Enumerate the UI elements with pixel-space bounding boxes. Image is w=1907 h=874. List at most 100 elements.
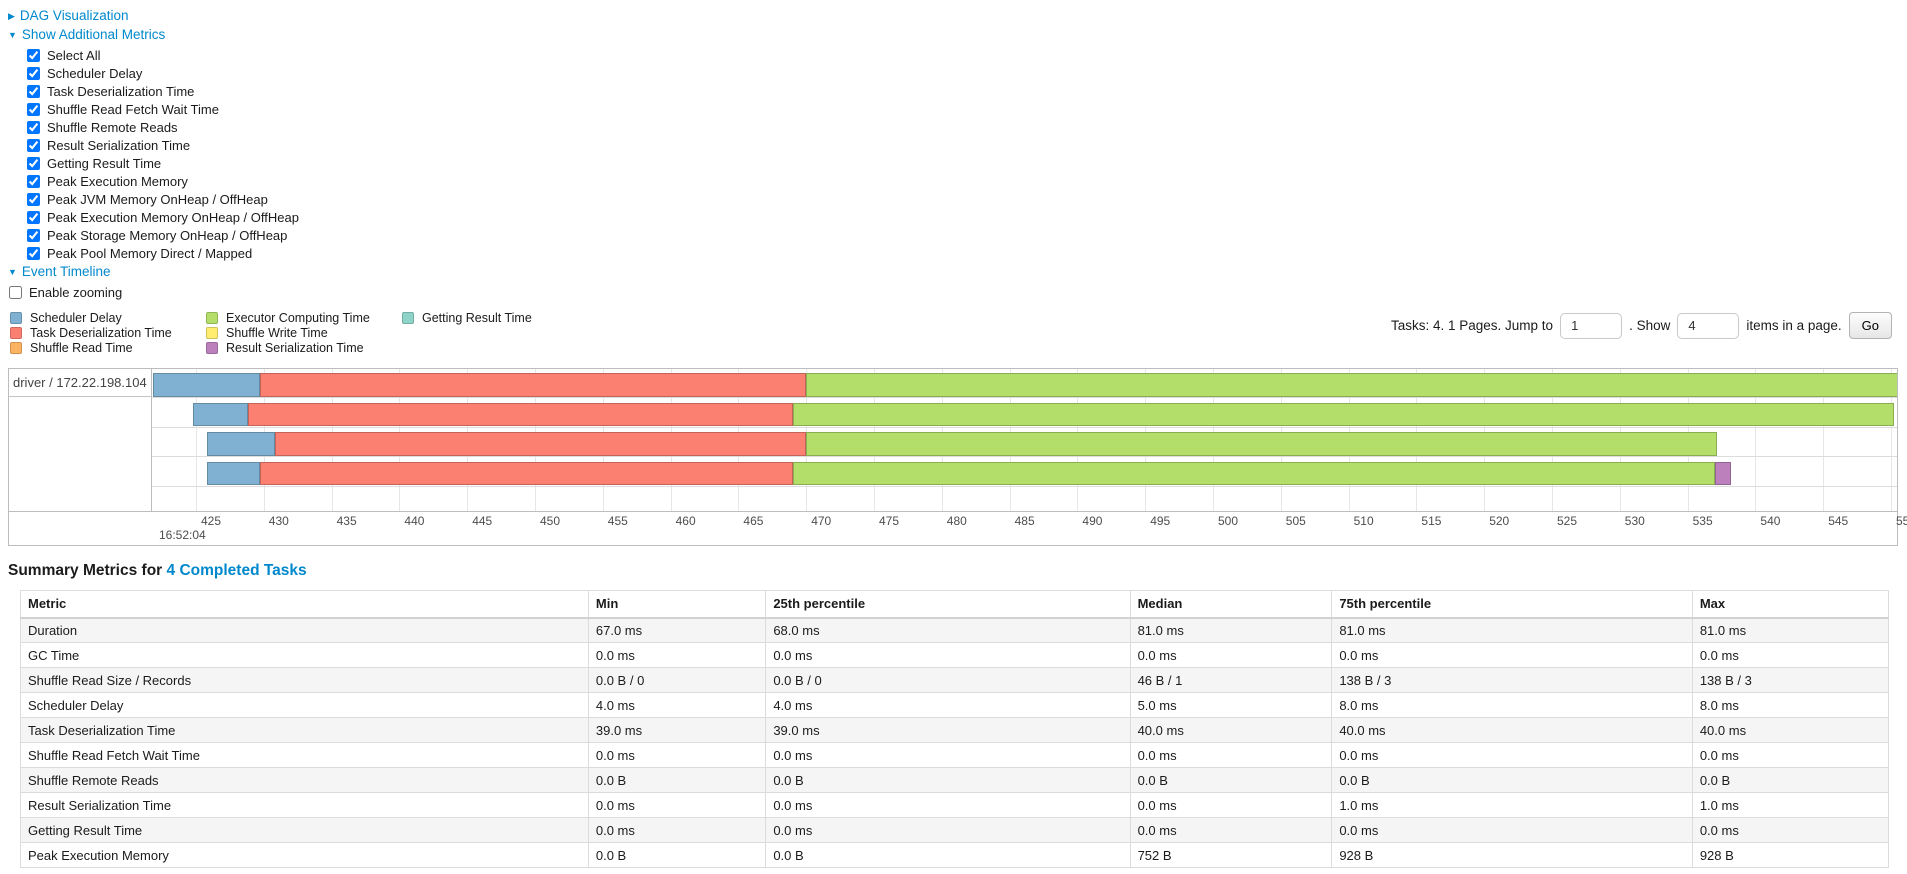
metric-checkbox-peak-execution-memory[interactable]	[27, 174, 40, 188]
metric-checkbox-row-peak-execution-memory[interactable]: Peak Execution Memory	[27, 172, 1887, 190]
timeline-bar-segment-task-deserialization-time[interactable]	[259, 373, 807, 397]
column-header-75th-percentile: 75th percentile	[1331, 590, 1693, 619]
metric-checkbox-peak-pool-memory-direct-mapped[interactable]	[27, 246, 40, 260]
metric-checkbox-row-getting-result-time[interactable]: Getting Result Time	[27, 154, 1887, 172]
legend-item-result-serialization-time: Result Serialization Time	[206, 341, 402, 356]
metric-checkbox-row-select-all[interactable]: Select All	[27, 46, 1887, 64]
metric-checkbox-row-peak-jvm-memory-onheap-offheap[interactable]: Peak JVM Memory OnHeap / OffHeap	[27, 190, 1887, 208]
metric-checkbox-select-all[interactable]	[27, 48, 40, 62]
enable-zooming-row[interactable]: Enable zooming	[9, 283, 1887, 301]
event-timeline-toggle[interactable]: ▼ Event Timeline	[8, 264, 1887, 281]
axis-tick-label: 510	[1353, 514, 1374, 528]
timeline-bar-segment-task-deserialization-time[interactable]	[259, 461, 793, 486]
show-additional-metrics-toggle[interactable]: ▼ Show Additional Metrics	[8, 27, 1887, 44]
metric-checkbox-row-shuffle-read-fetch-wait-time[interactable]: Shuffle Read Fetch Wait Time	[27, 100, 1887, 118]
metric-value-cell: 81.0 ms	[1691, 617, 1890, 643]
summary-title-prefix: Summary Metrics for	[8, 562, 163, 579]
metric-checkbox-peak-execution-memory-onheap-offheap[interactable]	[27, 210, 40, 224]
legend-swatch-shuffle-read-time	[10, 342, 22, 355]
metric-value-cell: 8.0 ms	[1691, 692, 1890, 718]
timeline-bar-segment-scheduler-delay[interactable]	[206, 432, 275, 456]
timeline-bar-segment-executor-computing-time[interactable]	[806, 373, 1897, 397]
timeline-legend-and-pagination: Scheduler Delay Task Deserialization Time…	[8, 310, 1892, 360]
metric-name-cell: Shuffle Read Size / Records	[20, 667, 589, 693]
metric-checkbox-peak-jvm-memory-onheap-offheap[interactable]	[27, 192, 40, 206]
axis-tick-label: 530	[1624, 514, 1645, 528]
timeline-bar-segment-result-serialization-time[interactable]	[1714, 461, 1731, 486]
metric-value-cell: 40.0 ms	[1331, 717, 1693, 743]
page-size-input[interactable]	[1677, 312, 1740, 339]
metric-checkbox-result-serialization-time[interactable]	[27, 138, 40, 152]
table-row-task-deserialization-time: Task Deserialization Time 39.0 ms 39.0 ms 4…	[20, 717, 1890, 743]
metric-value-cell: 0.0 ms	[1691, 817, 1890, 843]
timeline-row-divider	[152, 456, 1897, 458]
timeline-bar-segment-scheduler-delay[interactable]	[206, 461, 260, 486]
metric-checkbox-peak-storage-memory-onheap-offheap[interactable]	[27, 228, 40, 242]
enable-zooming-checkbox[interactable]	[9, 285, 22, 299]
timeline-row-divider	[152, 397, 1897, 398]
metric-name-cell: Task Deserialization Time	[20, 717, 589, 743]
metric-value-cell: 0.0 ms	[587, 642, 767, 668]
axis-tick-label: 520	[1489, 514, 1510, 528]
metric-value-cell: 0.0 ms	[1129, 817, 1333, 843]
metric-checkbox-row-peak-execution-memory-onheap-offheap[interactable]: Peak Execution Memory OnHeap / OffHeap	[27, 208, 1887, 226]
metric-value-cell: 8.0 ms	[1331, 692, 1693, 718]
table-row-result-serialization-time: Result Serialization Time 0.0 ms 0.0 ms 0.0…	[20, 792, 1890, 818]
legend-swatch-task-deserialization-time	[10, 327, 22, 340]
axis-tick-label: 425	[201, 514, 222, 528]
metric-checkbox-row-result-serialization-time[interactable]: Result Serialization Time	[27, 136, 1887, 154]
metric-checkbox-label: Scheduler Delay	[47, 65, 143, 81]
metric-checkbox-task-deserialization-time[interactable]	[27, 84, 40, 98]
metric-value-cell: 0.0 ms	[765, 642, 1131, 668]
metric-checkbox-label: Task Deserialization Time	[47, 83, 195, 99]
timeline-bar-segment-scheduler-delay[interactable]	[152, 373, 260, 397]
metric-value-cell: 0.0 B	[587, 767, 767, 793]
metric-value-cell: 0.0 ms	[1129, 792, 1333, 818]
table-row-peak-execution-memory: Peak Execution Memory 0.0 B 0.0 B 752 B 928 …	[20, 842, 1890, 868]
axis-tick-label: 475	[879, 514, 900, 528]
metric-checkbox-row-scheduler-delay[interactable]: Scheduler Delay	[27, 64, 1887, 82]
metric-name-cell: Shuffle Remote Reads	[20, 767, 589, 793]
axis-tick-label: 545	[1828, 514, 1849, 528]
timeline-bar-segment-scheduler-delay[interactable]	[193, 402, 248, 427]
timeline-bar-segment-executor-computing-time[interactable]	[792, 461, 1715, 486]
metric-value-cell: 0.0 B	[1691, 767, 1890, 793]
metric-checkbox-row-peak-storage-memory-onheap-offheap[interactable]: Peak Storage Memory OnHeap / OffHeap	[27, 226, 1887, 244]
metric-name-cell: Result Serialization Time	[20, 792, 589, 818]
table-row-gc-time: GC Time 0.0 ms 0.0 ms 0.0 ms 0.0 ms 0.0 ms	[20, 642, 1890, 668]
jump-to-page-input[interactable]	[1560, 312, 1623, 339]
chevron-down-icon: ▼	[8, 30, 17, 40]
metric-value-cell: 0.0 ms	[765, 817, 1131, 843]
metric-value-cell: 4.0 ms	[765, 692, 1131, 718]
table-row-duration: Duration 67.0 ms 68.0 ms 81.0 ms 81.0 ms 81.0…	[20, 617, 1890, 643]
axis-tick-label: 525	[1557, 514, 1578, 528]
dag-visualization-toggle[interactable]: ▶ DAG Visualization	[8, 8, 1887, 25]
timeline-bar-segment-task-deserialization-time[interactable]	[247, 402, 793, 427]
metric-checkbox-shuffle-read-fetch-wait-time[interactable]	[27, 102, 40, 116]
metric-checkbox-scheduler-delay[interactable]	[27, 66, 40, 80]
metric-checkbox-row-shuffle-remote-reads[interactable]: Shuffle Remote Reads	[27, 118, 1887, 136]
legend-swatch-shuffle-write-time	[206, 327, 218, 340]
metric-value-cell: 81.0 ms	[1331, 617, 1693, 643]
timeline-bar-segment-task-deserialization-time[interactable]	[274, 432, 807, 456]
metric-checkbox-label: Getting Result Time	[47, 155, 162, 171]
metric-checkbox-shuffle-remote-reads[interactable]	[27, 120, 40, 134]
axis-tick-label: 465	[743, 514, 764, 528]
metric-name-cell: Scheduler Delay	[20, 692, 589, 718]
metric-value-cell: 0.0 B / 0	[765, 667, 1131, 693]
timeline-bar-segment-executor-computing-time[interactable]	[792, 402, 1894, 427]
timeline-bar-segment-executor-computing-time[interactable]	[806, 432, 1718, 456]
metric-value-cell: 40.0 ms	[1129, 717, 1333, 743]
go-button[interactable]: Go	[1848, 312, 1892, 339]
column-header-max: Max	[1691, 590, 1890, 619]
metric-value-cell: 0.0 ms	[1129, 742, 1333, 768]
metric-checkbox-row-peak-pool-memory-direct-mapped[interactable]: Peak Pool Memory Direct / Mapped	[27, 244, 1887, 262]
metric-value-cell: 0.0 ms	[587, 792, 767, 818]
metric-checkbox-getting-result-time[interactable]	[27, 156, 40, 170]
metric-value-cell: 928 B	[1691, 842, 1890, 868]
metric-checkbox-row-task-deserialization-time[interactable]: Task Deserialization Time	[27, 82, 1887, 100]
legend-label: Task Deserialization Time	[30, 326, 172, 341]
timeline-gridline	[1891, 369, 1892, 511]
completed-tasks-link[interactable]: 4 Completed Tasks	[166, 562, 307, 579]
metric-value-cell: 0.0 ms	[1331, 642, 1693, 668]
